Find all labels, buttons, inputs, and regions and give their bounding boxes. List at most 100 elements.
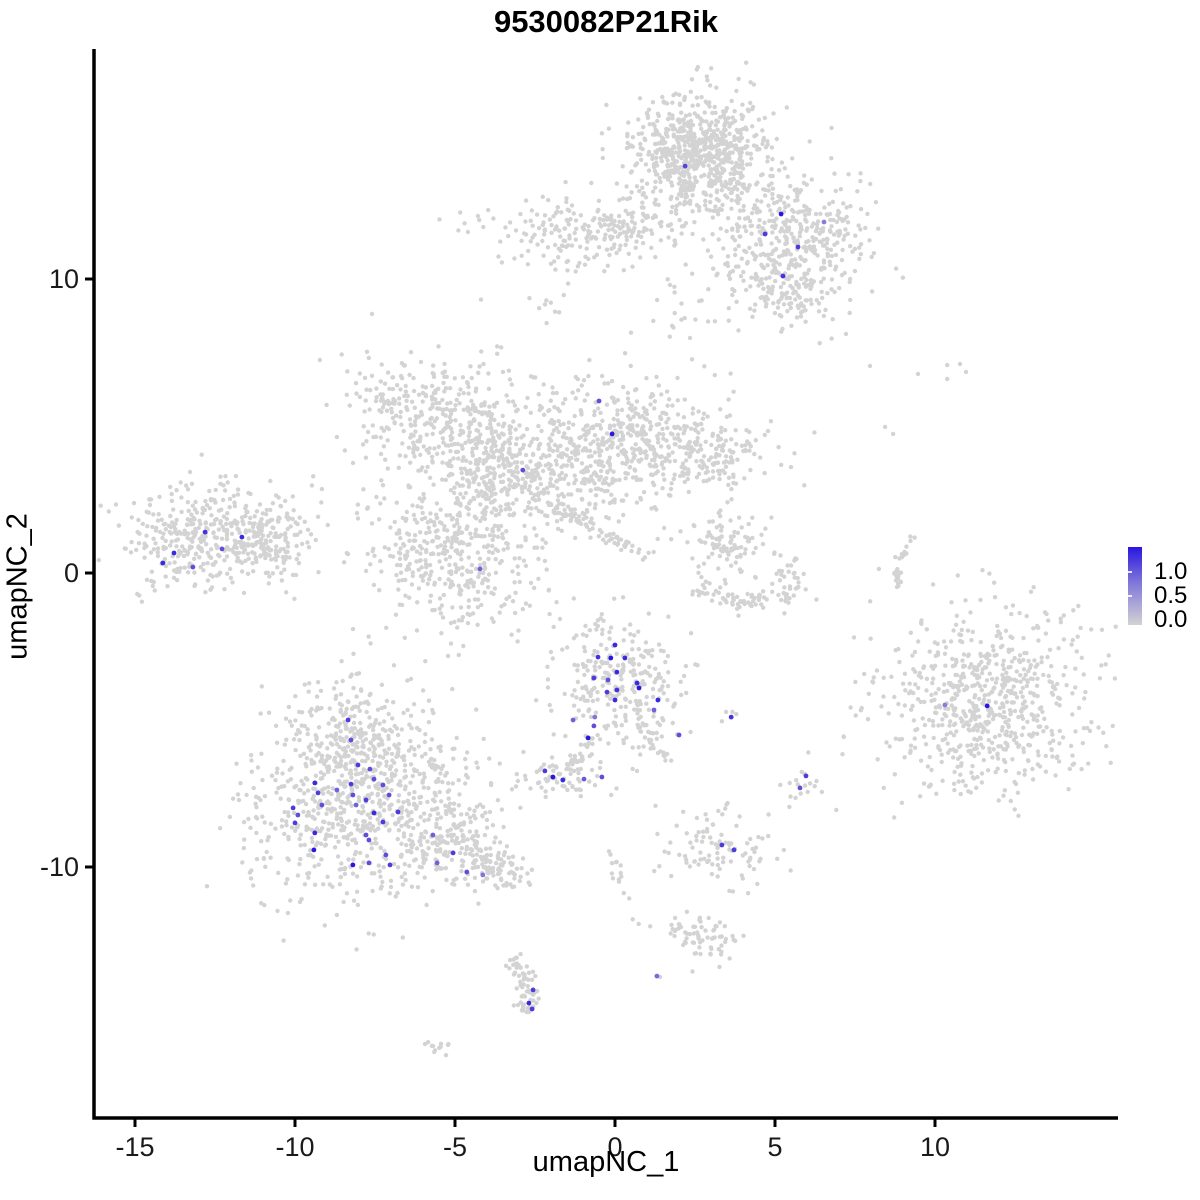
cell-dot [842,233,847,238]
cell-dot [444,461,450,466]
cell-dot [189,544,194,550]
cell-dot [548,261,554,266]
cell-dot [660,486,665,491]
cell-dot [430,405,435,410]
cell-dot [1050,732,1055,737]
cell-dot [672,284,677,289]
cell-dot [665,158,670,163]
cell-dot [672,472,677,477]
cell-dot [699,539,704,544]
cell-dot [630,144,635,149]
cell-dot [591,521,596,526]
cell-dot [819,239,824,245]
cell-dot [363,568,369,574]
cell-dot [857,245,862,250]
cell-dot [755,206,760,211]
cell-dot [563,473,569,478]
cell-dot [647,420,653,425]
cell-dot [1097,676,1103,681]
cell-dot [789,207,795,213]
cell-dot [490,527,495,532]
cell-dot [673,150,679,155]
cell-dot [687,451,692,456]
cell-dot [128,550,134,555]
cell-dot [785,174,790,179]
cell-dot [443,386,449,391]
cell-dot [373,434,379,439]
cell-dot [623,704,628,709]
cell-dot [426,525,431,530]
cell-dot [1049,664,1054,669]
cell-dot [648,402,653,407]
cell-dot [557,310,562,315]
cell-dot [802,483,807,488]
cell-dot [437,606,442,611]
cell-dot [169,539,174,544]
cell-dot [714,118,719,123]
cell-dot [807,244,813,249]
cell-dot [652,123,657,128]
cell-dot [727,413,733,418]
cell-dot [452,376,457,381]
cell-dot [452,490,457,496]
cell-dot [665,425,670,431]
cell-dot [722,470,727,476]
cell-dot [711,129,716,134]
cell-dot [1001,702,1006,708]
cell-dot [1021,635,1026,641]
cell-dot [207,506,212,511]
cell-dot [413,429,418,434]
cell-dot [621,638,626,643]
cell-dot [696,564,701,569]
cell-dot [510,513,516,518]
cell-dot [646,149,652,155]
cell-dot [741,269,746,275]
cell-dot [261,541,267,547]
cell-dot [516,571,521,577]
cell-dot [96,557,102,563]
cell-dot [809,224,815,229]
cell-dot [482,490,487,496]
cell-dot [766,256,772,261]
cell-dot [443,581,448,586]
cell-dot [592,255,597,260]
cell-dot [428,593,434,598]
cell-dot [531,585,537,591]
cell-dot [515,639,520,644]
cell-dot [752,308,757,313]
cell-dot [832,289,837,295]
cell-dot [500,487,505,493]
cell-dot [694,153,699,158]
cell-dot [870,679,875,684]
cell-dot [491,483,496,488]
cell-dot [560,512,565,517]
cell-dot [547,217,553,222]
cell-dot [688,631,694,636]
cell-dot [274,544,279,549]
cell-dot [941,689,947,694]
cell-dot [939,752,944,757]
cell-dot [450,538,455,543]
cell-dot [970,712,975,717]
cell-dot [550,448,556,454]
cell-dot [708,152,713,157]
cell-dot [723,152,728,157]
cell-dot [884,740,889,745]
cell-dot [573,396,578,401]
cell-dot [634,239,639,244]
cell-dot [763,526,768,531]
cell-dot [683,262,688,267]
cell-dot [677,438,683,443]
cell-dot [1012,807,1017,812]
cell-dot [743,448,748,454]
cell-dot [653,254,658,260]
cell-dot [985,768,991,773]
cell-dot [802,274,807,280]
cell-dot [981,757,986,763]
cell-dot [552,259,557,264]
cell-dot [675,412,681,417]
cell-dot [345,369,350,374]
cell-dot [446,538,451,543]
cell-dot [222,587,227,592]
cell-dot [753,438,758,443]
